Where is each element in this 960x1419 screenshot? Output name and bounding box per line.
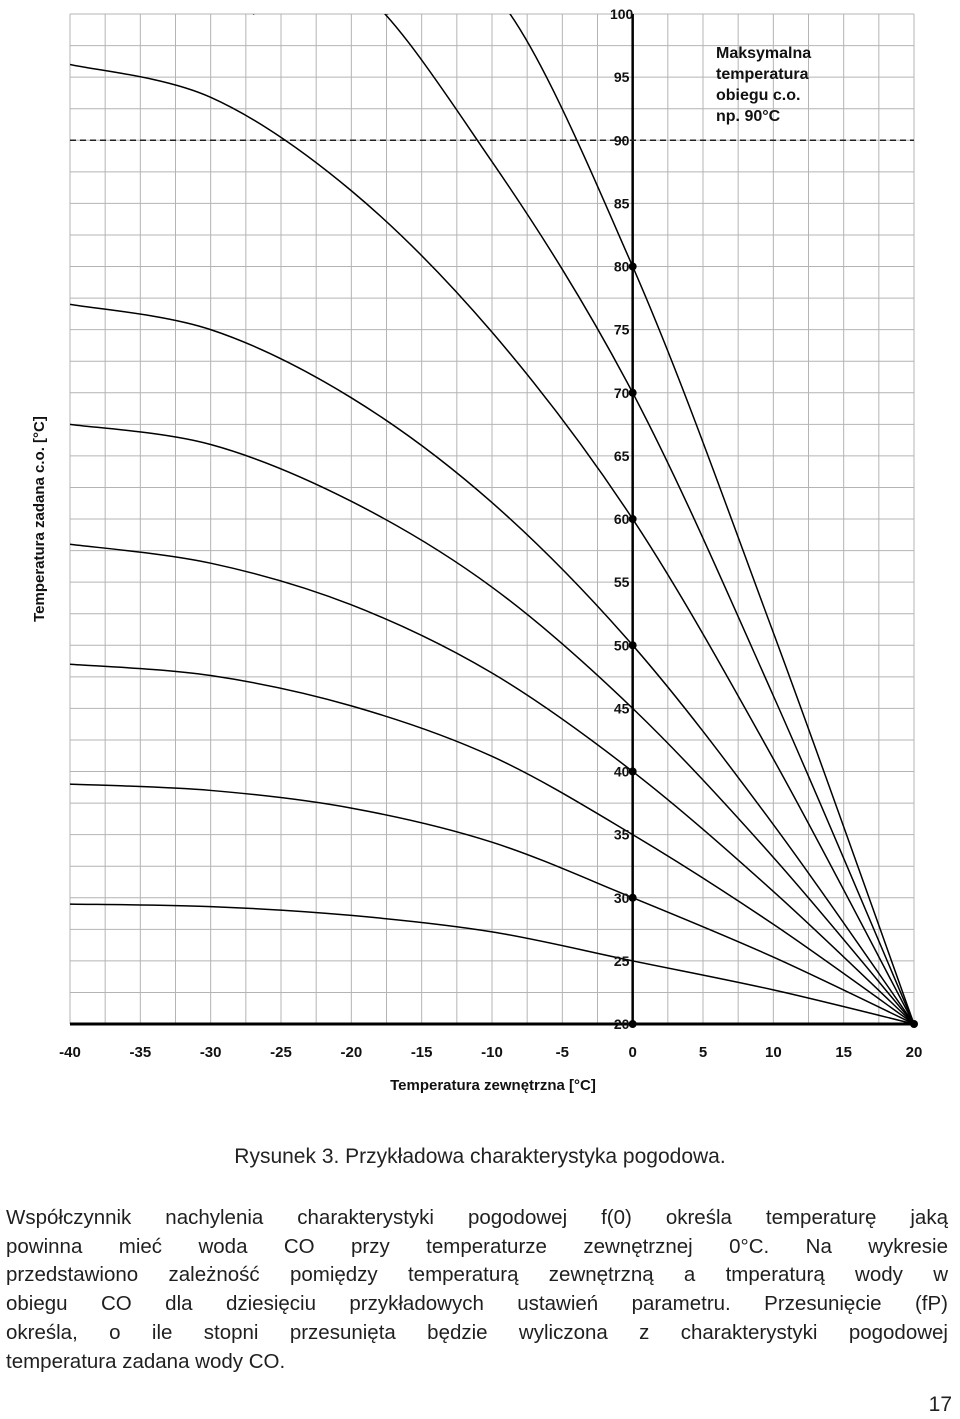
x-tick-label: 5 [699,1044,707,1061]
series-group [70,14,914,1024]
body-line: określa, o ile stopni przesunięta będzie… [6,1320,948,1344]
series-marker [628,515,637,523]
series-line [70,543,914,1024]
y-tick-label: 75 [614,322,630,338]
annotation-line: np. 90°C [716,108,781,125]
y-axis-label: Temperatura zadana c.o. [°C] [31,416,48,622]
series-marker [628,262,637,271]
y-tick-label: 70 [614,385,630,401]
x-axis-label: Temperatura zewnętrzna [°C] [390,1077,596,1094]
y-tick-label: 80 [614,259,630,275]
x-tick-label: -10 [481,1044,503,1061]
series-marker [628,388,637,397]
x-tick-label: -35 [129,1044,151,1061]
series-marker [628,767,637,776]
page-number: 17 [928,1393,952,1416]
body-paragraph: Współczynnik nachylenia charakterystyki … [6,1204,948,1376]
convergence-point [910,1020,918,1028]
y-tick-label: 45 [614,700,630,716]
y-tick-label: 35 [614,827,630,843]
y-tick-label: 100 [610,6,634,22]
series-line [70,303,914,1024]
x-tick-label: -25 [270,1044,292,1061]
x-tick-label: 20 [906,1044,923,1061]
x-tick-label: -40 [59,1044,81,1061]
y-tick-label: 50 [614,637,630,653]
y-tick-label: 90 [614,132,630,148]
x-tick-label: 0 [628,1044,636,1061]
y-tick-label: 55 [614,574,630,590]
annotation-line: Maksymalna [716,45,811,62]
figure-caption: Rysunek 3. Przykładowa charakterystyka p… [234,1145,726,1168]
y-tick-label: 65 [614,448,630,464]
x-tick-labels: -40 -35 -30 -25 -20 -15 -10 -5 0 5 10 15 20 [59,1044,922,1061]
series-marker [628,641,637,650]
series-marker [628,893,637,902]
max-temp-annotation: Maksymalna temperatura obiegu c.o. np. 90°C [716,45,811,125]
x-tick-label: -20 [340,1044,362,1061]
body-line: obiegu CO dla dziesięciu przykładowych u… [6,1292,948,1316]
y-tick-labels: 20 25 30 35 40 45 50 55 60 65 70 75 80 85 90 95 100 [610,6,634,1032]
body-line: temperatura zadana wody CO. [6,1349,286,1373]
series-line [252,14,914,1024]
series-line [70,903,914,1024]
annotation-line: temperatura [716,66,809,83]
annotation-line: obiegu c.o. [716,87,800,104]
series-line [70,663,914,1024]
marker-group [628,262,918,1028]
x-tick-label: 10 [765,1044,782,1061]
body-line: powinna mieć woda CO przy temperaturze z… [6,1234,948,1258]
series-line [70,63,914,1024]
grid-lines [69,13,915,1025]
x-tick-label: 15 [835,1044,852,1061]
y-tick-label: 85 [614,195,630,211]
y-tick-label: 60 [614,511,630,527]
series-line [386,14,914,1024]
series-line [70,423,914,1024]
x-tick-label: -30 [200,1044,222,1061]
series-marker [628,1020,637,1028]
y-tick-label: 40 [614,764,630,780]
series-line [70,783,914,1024]
y-tick-label: 25 [614,953,630,969]
y-tick-label: 30 [614,890,630,906]
x-tick-label: -5 [556,1044,569,1061]
body-line: Współczynnik nachylenia charakterystyki … [6,1206,948,1229]
body-line: przedstawiono zależność pomiędzy tempera… [6,1263,948,1287]
y-tick-label: 95 [614,69,630,85]
x-tick-label: -15 [411,1044,433,1061]
y-tick-label: 20 [614,1016,630,1032]
